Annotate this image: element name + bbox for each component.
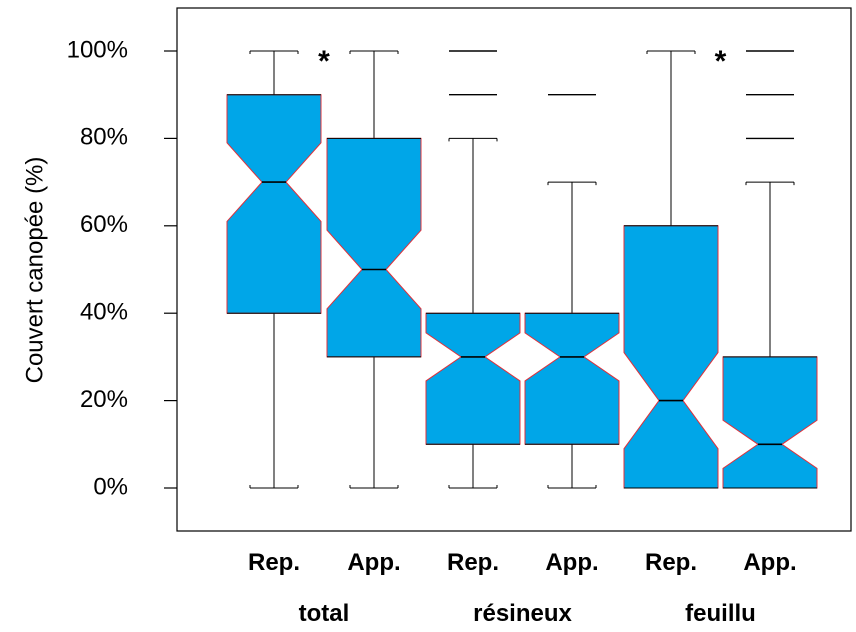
box-6 (722, 50, 818, 489)
box-1 (226, 50, 322, 489)
box-body (326, 137, 422, 358)
box-5 (623, 50, 719, 489)
x-category-label: App. (743, 549, 796, 576)
significance-asterisk: * (715, 45, 727, 78)
group-labels: total résineux feuillu (299, 600, 756, 627)
x-category-label: Rep. (447, 549, 499, 576)
box-body (425, 312, 521, 445)
y-tick-label: 0% (93, 473, 128, 500)
box-4 (524, 93, 620, 489)
y-axis-label: Couvert canopée (%) (21, 157, 48, 384)
x-category-label: App. (545, 549, 598, 576)
x-category-label: Rep. (645, 549, 697, 576)
x-category-label: App. (347, 549, 400, 576)
box-body (524, 312, 620, 445)
y-tick-label: 60% (80, 211, 128, 238)
boxes (226, 50, 818, 489)
y-tick-label: 100% (67, 36, 128, 63)
significance-asterisk: * (318, 45, 330, 78)
y-tick-label: 80% (80, 124, 128, 151)
annotations: * * (318, 45, 727, 78)
box-body (722, 356, 818, 489)
box-body (623, 225, 719, 489)
x-axis-labels: Rep. App. Rep. App. Rep. App. (248, 549, 797, 576)
x-category-label: Rep. (248, 549, 300, 576)
plot-frame (176, 7, 852, 532)
y-axis: 0% 20% 40% 60% 80% 100% (67, 36, 177, 500)
box-2 (326, 50, 422, 489)
y-tick-label: 40% (80, 299, 128, 326)
box-body (226, 94, 322, 314)
group-label: total (299, 600, 350, 627)
box-3 (425, 50, 521, 489)
y-tick-label: 20% (80, 386, 128, 413)
group-label: résineux (473, 600, 572, 627)
group-label: feuillu (685, 600, 756, 627)
